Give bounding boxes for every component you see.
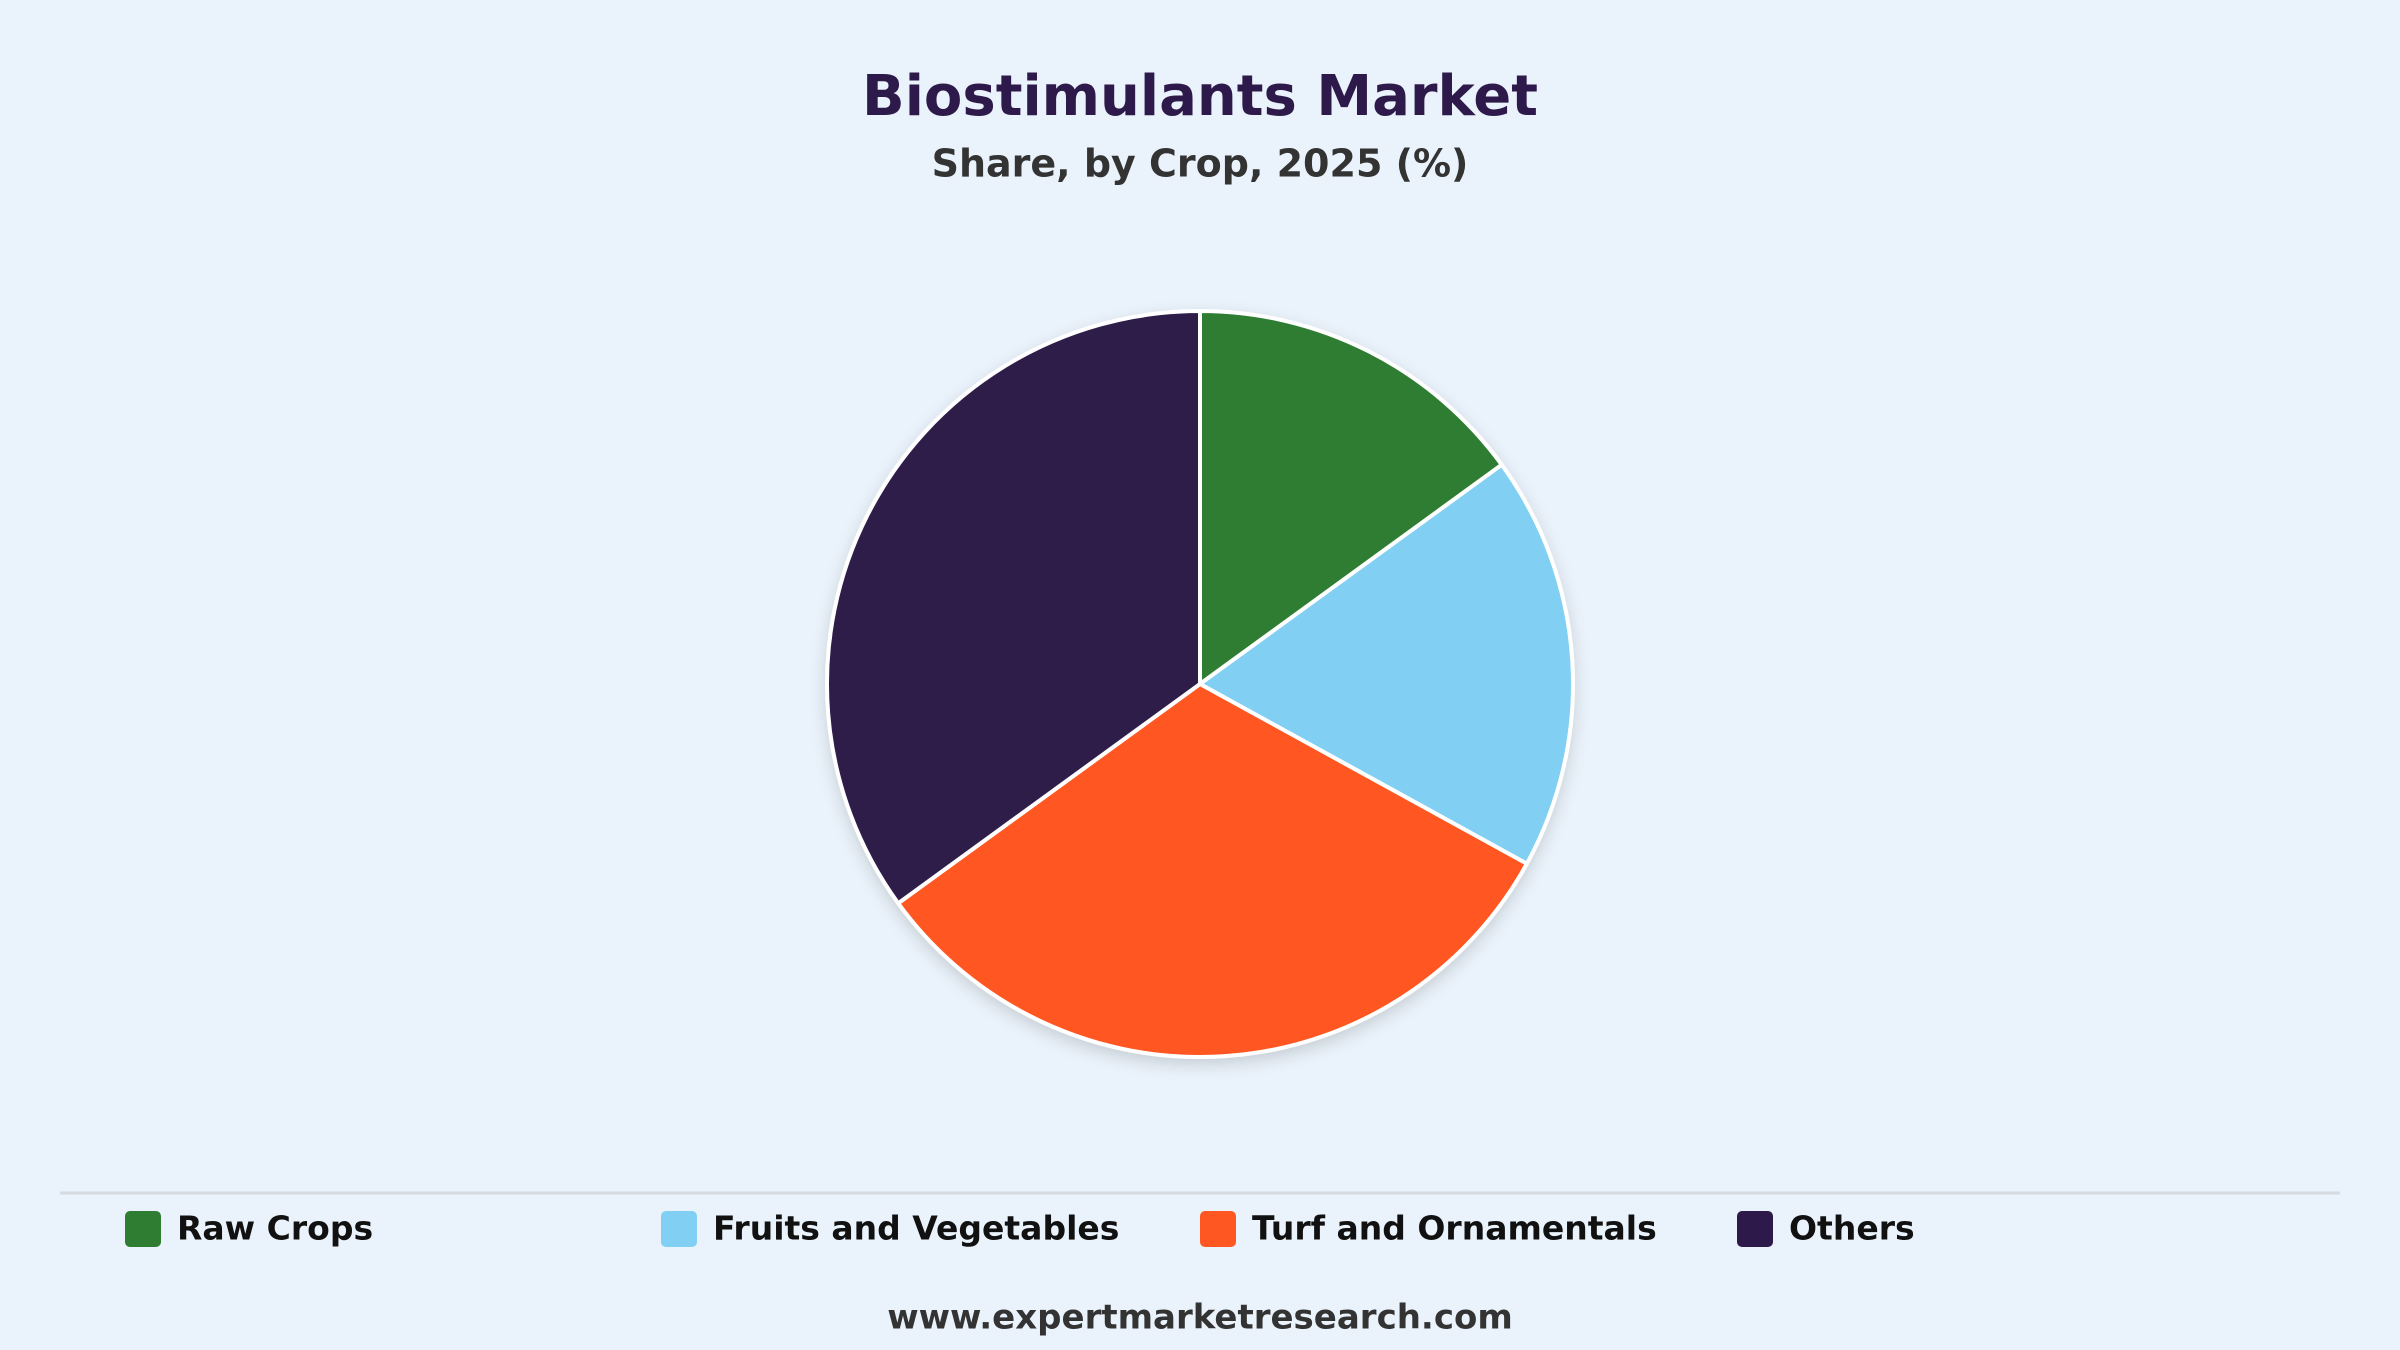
legend-label: Raw Crops: [177, 1209, 373, 1248]
legend-label: Turf and Ornamentals: [1252, 1209, 1657, 1248]
pie-slice: [1198, 462, 1575, 866]
legend: Raw Crops Fruits and Vegetables Turf and O…: [125, 1209, 1915, 1248]
footer: www.expertmarketresearch.com: [887, 1298, 1513, 1338]
chart-subtitle: Share, by Crop, 2025 (%): [932, 142, 1469, 186]
chart-title: Biostimulants Market: [862, 64, 1538, 129]
legend-swatch: [1737, 1211, 1773, 1247]
pie: [825, 309, 1575, 1059]
legend-swatch: [661, 1211, 697, 1247]
legend-swatch: [125, 1211, 161, 1247]
legend-label: Others: [1789, 1209, 1915, 1248]
pie-slice: [825, 309, 1202, 906]
pie-slice: [896, 682, 1529, 1059]
pie-slice: [1198, 309, 1504, 686]
legend-swatch: [1200, 1211, 1236, 1247]
legend-label: Fruits and Vegetables: [713, 1209, 1119, 1248]
